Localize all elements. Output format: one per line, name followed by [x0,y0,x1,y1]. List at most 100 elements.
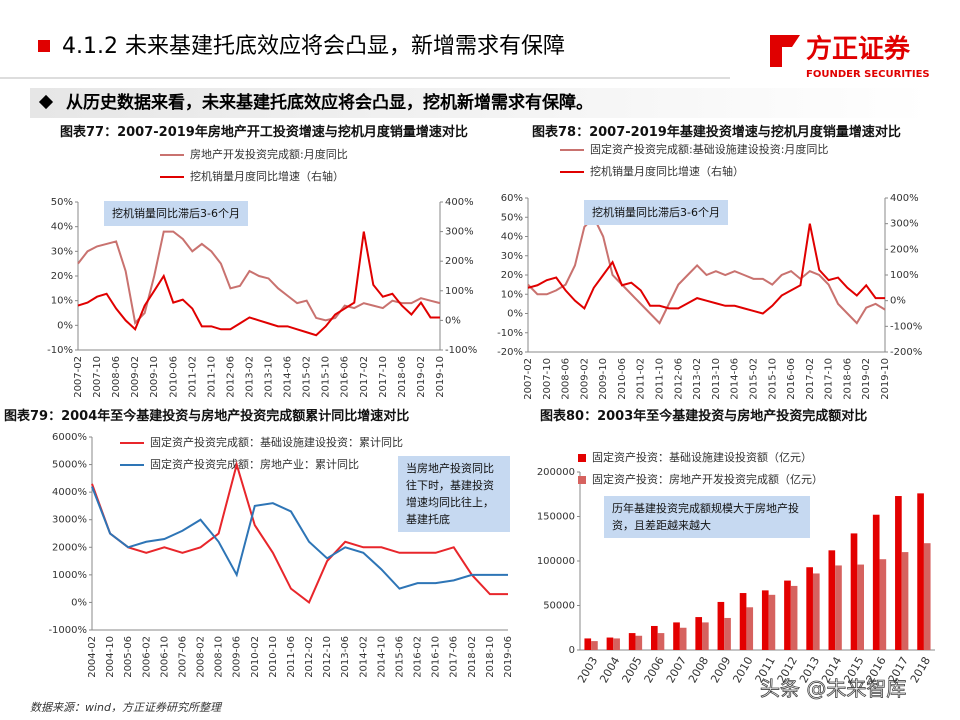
x-tick-label: 2012-06 [673,358,684,400]
bar [768,594,776,650]
y-tick-label: -200% [890,347,922,358]
y-tick-label: 30% [501,251,523,262]
x-tick-label: 2014-02 [358,636,369,678]
bar [673,622,680,650]
bar [695,617,703,650]
x-tick-label: 2005 [619,655,644,686]
x-tick-label: 2008-02 [196,636,207,678]
bar [784,580,791,650]
bar [917,493,924,650]
x-tick-label: 2009-02 [579,358,590,400]
x-tick-label: 2004 [597,655,622,686]
y-tick-label: 10% [51,296,73,307]
x-tick-label: 2008-10 [214,636,225,678]
legend-swatch [578,476,586,484]
bar [761,590,769,650]
legend-label: 房地产开发投资完成额:月度同比 [190,147,348,161]
y-tick-label: 40% [51,222,73,233]
x-tick-label: 2015-10 [321,356,332,398]
x-tick-label: 2015-10 [767,358,778,400]
bar [790,585,798,650]
x-tick-label: 2013-02 [692,358,703,400]
y-tick-label: 20% [501,270,523,281]
y-tick-label: 400% [890,193,919,204]
x-tick-label: 2017-02 [359,356,370,398]
chart-title: 图表79：2004年至今基建投资与房地产投资完成额累计同比增速对比 [4,409,410,424]
annotation: 挖机销量同比滞后3-6个月 [584,200,728,225]
page-title: 4.1.2 未来基建托底效应将会凸显，新增需求有保障 [62,34,565,59]
legend-label: 固定资产投资完成额：基础设施建设投资：累计同比 [150,435,403,449]
legend-label: 固定资产投资：基础设施建设投资额（亿元） [592,450,812,464]
x-tick-label: 2006 [642,655,667,686]
x-tick-label: 2007-10 [92,356,103,398]
y-tick-label: 50000 [543,601,575,612]
bar [591,641,598,650]
y-tick-label: 1000% [52,570,87,581]
bar [895,496,902,650]
y-tick-label: 100% [890,270,919,281]
y-tick-label: 200000 [537,467,575,478]
legend-swatch [578,454,586,462]
y-tick-label: 3000% [52,515,87,526]
x-tick-label: 2004-02 [87,636,98,678]
bar [584,638,592,650]
x-tick-label: 2016-02 [413,636,424,678]
bar [702,622,709,650]
x-tick-label: 2018-06 [842,358,853,400]
x-tick-label: 2011-06 [286,636,297,678]
bar [835,565,842,650]
x-tick-label: 2013-06 [340,636,351,678]
bar [679,627,687,650]
y-tick-label: 6000% [52,432,87,443]
bar [635,635,643,650]
y-tick-label: 100% [445,286,474,297]
y-tick-label: 5000% [52,460,87,471]
x-tick-label: 2009-06 [232,636,243,678]
x-tick-label: 2017-10 [824,358,835,400]
x-tick-label: 2004-10 [105,636,116,678]
x-tick-label: 2013-02 [244,356,255,398]
y-tick-label: 150000 [537,512,575,523]
x-tick-label: 2013-10 [264,356,275,398]
series-line [77,231,440,337]
x-tick-label: 2007-10 [542,358,553,400]
y-tick-label: 0 [569,645,575,656]
x-tick-label: 2018 [908,655,933,686]
y-tick-label: 4000% [52,487,87,498]
x-tick-label: 2019-06 [503,636,514,678]
chart-title: 图表77：2007-2019年房地产开工投资增速与挖机月度销量增速对比 [60,125,468,140]
y-tick-label: 0% [445,315,461,326]
x-tick-label: 2008-06 [561,358,572,400]
legend-label: 挖机销量月度同比增速（右轴） [590,164,744,178]
x-tick-label: 2008-06 [111,356,122,398]
y-tick-label: 400% [445,197,474,208]
x-tick-label: 2010-02 [250,636,261,678]
series-line [91,486,508,590]
y-tick-label: 0% [507,309,523,320]
y-tick-label: -20% [497,347,523,358]
x-tick-label: 2014-06 [730,358,741,400]
x-tick-label: 2016-06 [786,358,797,400]
x-tick-label: 2018-02 [467,636,478,678]
x-tick-label: 2014-06 [283,356,294,398]
bar [879,559,887,650]
x-tick-label: 2017-06 [449,636,460,678]
x-tick-label: 2007-02 [73,356,84,398]
y-tick-label: -1000% [48,625,87,636]
y-tick-label: 0% [890,296,906,307]
y-tick-label: 30% [51,246,73,257]
x-tick-label: 2007-02 [523,358,534,400]
bar [628,633,636,650]
annotation: 当房地产投资同比往下时，基建投资增速均同比往上，基建托底 [398,456,510,532]
y-tick-label: 50% [51,197,73,208]
x-tick-label: 2013-10 [711,358,722,400]
watermark: 头条 @未来智库 [760,677,906,701]
x-tick-label: 2016-10 [431,636,442,678]
legend-label: 固定资产投资完成额:基础设施建设投资:月度同比 [590,142,828,156]
subtitle-band [30,88,930,118]
y-tick-label: 60% [501,193,523,204]
bar [724,617,731,650]
x-tick-label: 2015-02 [302,356,313,398]
x-tick-label: 2012-10 [322,636,333,678]
